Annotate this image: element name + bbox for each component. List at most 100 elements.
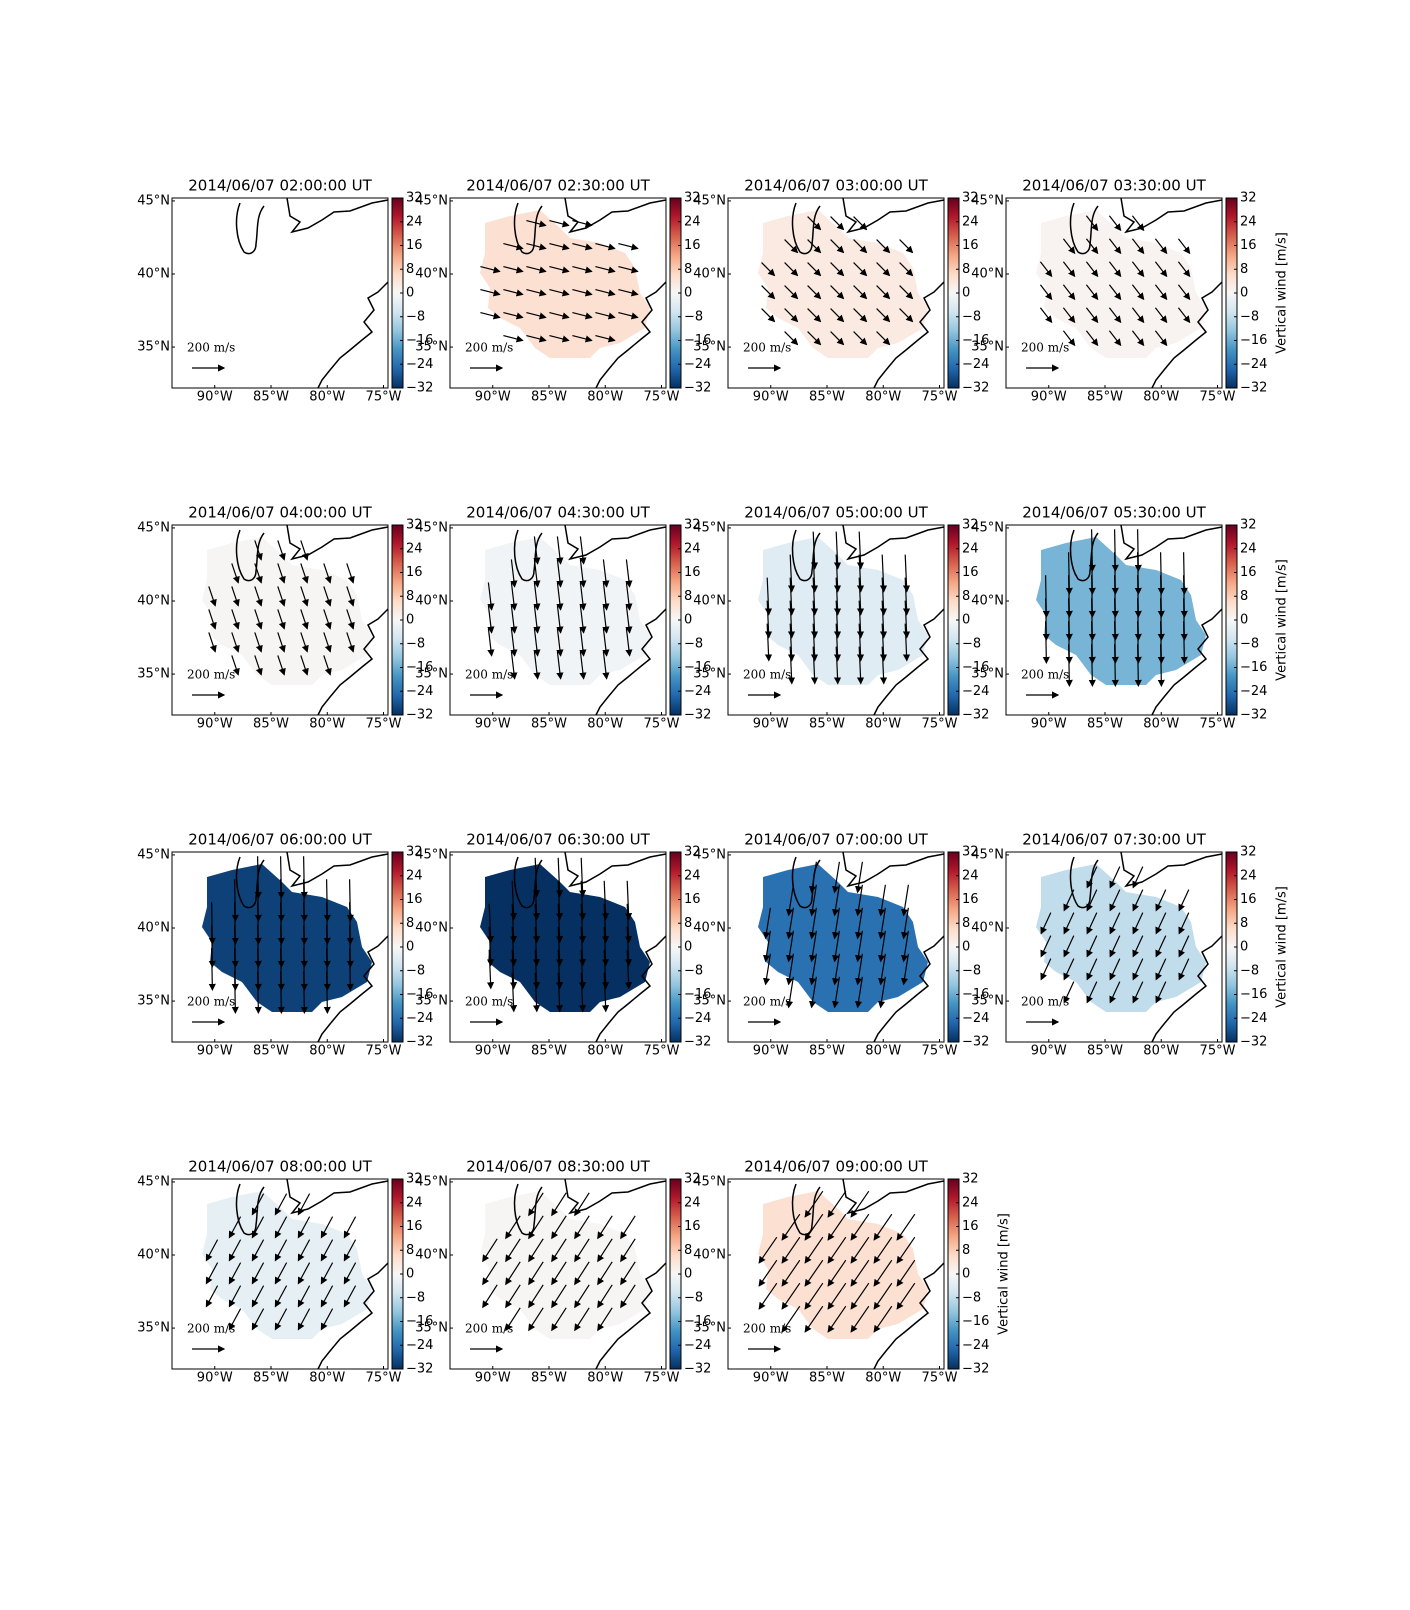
quiver-key-label: 200 m/s — [465, 995, 513, 1009]
wind-vector — [830, 262, 845, 277]
wind-vector — [762, 907, 771, 940]
colorbar-tick-label: 0 — [406, 286, 414, 301]
colorbar-tick-label: 0 — [684, 940, 692, 955]
quiver-key-label: 200 m/s — [187, 341, 235, 355]
wind-vector — [785, 930, 794, 963]
wind-vector — [853, 239, 868, 254]
wind-vector — [902, 577, 911, 616]
wind-vector — [505, 1215, 521, 1240]
wind-vector — [297, 1262, 311, 1285]
wind-vector — [277, 586, 286, 607]
colorbar-tick-label: 32 — [406, 1172, 423, 1187]
wind-vector — [1109, 889, 1121, 912]
wind-vector — [323, 655, 332, 676]
wind-vector — [486, 949, 495, 990]
colorbar-tick-label: −8 — [684, 636, 703, 651]
wind-vector — [578, 880, 587, 921]
wind-vector — [320, 1239, 334, 1262]
wind-vector — [1042, 621, 1050, 664]
wind-vector — [509, 903, 518, 944]
colorbar-tick-label: 32 — [406, 845, 423, 860]
colorbar-tick-label: −8 — [962, 963, 981, 978]
wind-vector — [785, 884, 794, 917]
wind-vector — [551, 1238, 567, 1263]
map-frame — [449, 1178, 667, 1370]
wind-vector — [528, 1307, 544, 1332]
wind-vector — [784, 239, 799, 254]
coastline — [317, 1262, 389, 1370]
coastline — [595, 1262, 667, 1370]
colorbar-tick-label: −24 — [406, 1011, 433, 1026]
wind-vector — [480, 312, 501, 320]
colorbar-tick-label: 24 — [1240, 214, 1257, 229]
wind-vector — [320, 1216, 334, 1239]
wind-vector — [1178, 935, 1190, 958]
wind-vector — [1109, 935, 1121, 958]
colorbar-tick-label: −16 — [406, 333, 433, 348]
map-panel: 2014/06/07 09:00:00 UT 200 m/s 90°W 85°W 80°… — [693, 1158, 1011, 1386]
wind-vector — [808, 953, 817, 986]
wind-vector — [595, 289, 616, 297]
wind-vector — [856, 577, 865, 616]
wind-vector — [785, 976, 794, 1009]
wind-vector — [784, 308, 799, 323]
wind-vector — [854, 976, 863, 1009]
wind-vector — [549, 312, 570, 320]
wind-vector — [551, 1192, 567, 1217]
wind-vector — [902, 623, 911, 662]
panel-title: 2014/06/07 04:00:00 UT — [188, 504, 372, 522]
colorbar-tick-label: −24 — [1240, 684, 1267, 699]
wind-vector — [1108, 307, 1122, 324]
wind-vector — [827, 1190, 847, 1218]
map-panel: 2014/06/07 04:00:00 UT 200 m/s 90°W 85°W 80°… — [137, 504, 433, 732]
wind-vector — [251, 1285, 265, 1308]
wind-vector — [595, 243, 616, 251]
wind-vector — [873, 1259, 893, 1287]
wind-vector — [597, 1215, 613, 1240]
wind-vector — [854, 907, 863, 940]
colorbar-tick-label: 32 — [406, 518, 423, 533]
wind-vector — [758, 1282, 778, 1310]
wind-vector — [853, 331, 868, 346]
coastline — [873, 935, 945, 1043]
wind-vector — [1132, 958, 1144, 981]
colorbar-tick-label: 24 — [684, 1195, 701, 1210]
wind-vector — [833, 646, 842, 685]
colorbar-tick-label: 16 — [962, 565, 979, 580]
wind-vector — [320, 1285, 334, 1308]
wind-vector — [879, 554, 888, 593]
x-tick-label: 90°W — [475, 717, 511, 732]
panel-title: 2014/06/07 08:00:00 UT — [188, 1158, 372, 1176]
colorbar-tick-label: 8 — [406, 1243, 414, 1258]
colorbar-tick-label: 0 — [684, 1267, 692, 1282]
coastline — [1120, 524, 1223, 561]
map-frame — [1005, 851, 1223, 1043]
wind-vector — [205, 1262, 219, 1285]
wind-vector — [549, 220, 570, 228]
wind-vector — [902, 554, 911, 593]
x-tick-label: 80°W — [1143, 717, 1179, 732]
wind-vector — [1063, 935, 1075, 958]
wind-vector — [1132, 912, 1144, 935]
x-tick-label: 85°W — [253, 1044, 289, 1059]
colorbar-tick-label: 32 — [962, 845, 979, 860]
y-tick-label: 45°N — [415, 193, 448, 208]
colorbar-tick-label: 8 — [962, 589, 970, 604]
wind-vector — [274, 1285, 288, 1308]
colorbar-tick-label: 24 — [406, 214, 423, 229]
wind-vector — [510, 651, 518, 680]
wind-vector — [1131, 215, 1145, 232]
wind-vector — [854, 884, 863, 917]
x-tick-label: 85°W — [809, 1371, 845, 1386]
colorbar-tick-label: 8 — [1240, 916, 1248, 931]
wind-vector — [761, 285, 776, 300]
wind-vector — [1039, 261, 1053, 278]
wind-vector — [1131, 238, 1145, 255]
wind-vector — [532, 880, 541, 921]
y-tick-label: 40°N — [693, 267, 726, 282]
wind-vector — [900, 930, 909, 963]
wind-vector — [1086, 935, 1098, 958]
x-tick-label: 90°W — [753, 1044, 789, 1059]
colorbar-tick-label: 8 — [406, 589, 414, 604]
wind-vector — [579, 536, 587, 565]
